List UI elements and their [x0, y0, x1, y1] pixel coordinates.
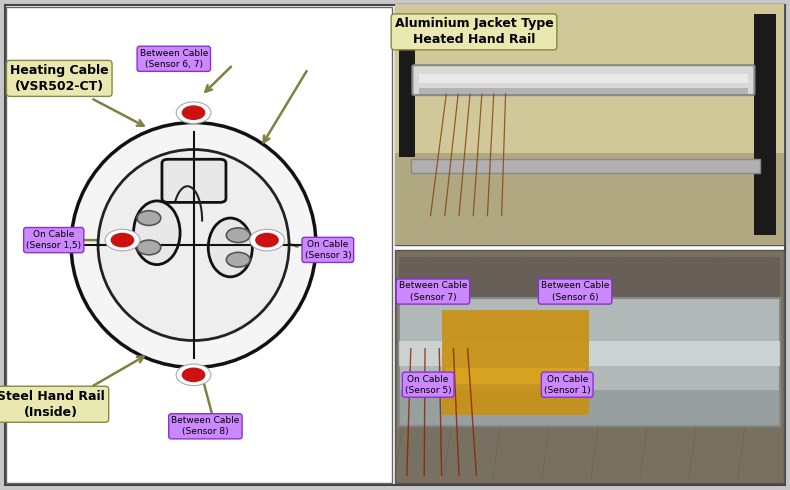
Circle shape	[182, 105, 205, 120]
Text: On Cable
(Sensor 1): On Cable (Sensor 1)	[544, 374, 591, 395]
FancyBboxPatch shape	[399, 297, 780, 426]
Text: Between Cable
(Sensor 6, 7): Between Cable (Sensor 6, 7)	[140, 49, 208, 69]
FancyBboxPatch shape	[6, 7, 392, 483]
Text: Between Cable
(Sensor 8): Between Cable (Sensor 8)	[171, 416, 239, 437]
Ellipse shape	[71, 122, 316, 368]
Text: On Cable
(Sensor 1,5): On Cable (Sensor 1,5)	[26, 230, 81, 250]
FancyBboxPatch shape	[442, 311, 589, 416]
Ellipse shape	[98, 149, 289, 341]
Ellipse shape	[209, 218, 252, 277]
Circle shape	[176, 102, 211, 123]
FancyBboxPatch shape	[395, 4, 784, 245]
FancyBboxPatch shape	[5, 5, 785, 485]
FancyBboxPatch shape	[419, 74, 748, 83]
FancyBboxPatch shape	[395, 250, 784, 483]
FancyBboxPatch shape	[395, 153, 784, 245]
Circle shape	[227, 252, 250, 267]
Text: On Cable
(Sensor 5): On Cable (Sensor 5)	[404, 374, 452, 395]
Ellipse shape	[134, 201, 180, 265]
FancyBboxPatch shape	[399, 24, 415, 157]
Text: Aluminium Jacket Type
Heated Hand Rail: Aluminium Jacket Type Heated Hand Rail	[395, 17, 553, 47]
Circle shape	[137, 211, 161, 225]
Circle shape	[111, 233, 134, 247]
Text: Between Cable
(Sensor 6): Between Cable (Sensor 6)	[541, 281, 609, 302]
Circle shape	[105, 229, 140, 251]
Circle shape	[176, 364, 211, 386]
FancyBboxPatch shape	[399, 341, 780, 366]
FancyBboxPatch shape	[162, 159, 226, 202]
FancyBboxPatch shape	[399, 390, 780, 426]
FancyBboxPatch shape	[395, 4, 784, 153]
Circle shape	[255, 233, 279, 247]
Text: On Cable
(Sensor 3): On Cable (Sensor 3)	[304, 240, 352, 260]
FancyBboxPatch shape	[754, 14, 776, 235]
FancyBboxPatch shape	[399, 257, 780, 302]
FancyBboxPatch shape	[412, 65, 754, 95]
Circle shape	[182, 368, 205, 382]
FancyBboxPatch shape	[419, 88, 748, 94]
Text: Steel Hand Rail
(Inside): Steel Hand Rail (Inside)	[0, 390, 105, 419]
Text: Between Cable
(Sensor 7): Between Cable (Sensor 7)	[399, 281, 467, 302]
Circle shape	[137, 240, 161, 255]
FancyBboxPatch shape	[446, 368, 585, 384]
FancyBboxPatch shape	[411, 159, 760, 173]
Circle shape	[250, 229, 284, 251]
Text: Heating Cable
(VSR502-CT): Heating Cable (VSR502-CT)	[10, 64, 108, 93]
Circle shape	[227, 228, 250, 243]
